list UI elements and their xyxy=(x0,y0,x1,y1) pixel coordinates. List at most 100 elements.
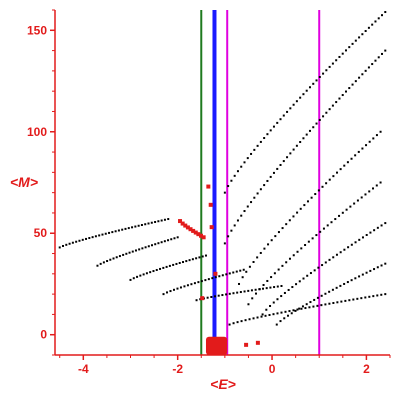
black-data-point xyxy=(163,240,166,243)
black-data-point xyxy=(214,295,217,298)
black-data-point xyxy=(246,157,249,160)
black-data-point xyxy=(236,170,239,173)
black-data-point xyxy=(384,11,387,14)
black-data-point xyxy=(157,242,160,245)
black-data-point xyxy=(172,263,175,266)
black-data-point xyxy=(163,218,166,221)
black-data-point xyxy=(325,182,328,185)
black-data-point xyxy=(269,304,272,307)
black-data-point xyxy=(306,200,309,203)
black-data-point xyxy=(262,283,265,286)
black-data-point xyxy=(299,141,302,144)
black-data-point xyxy=(112,257,115,260)
black-data-point xyxy=(162,266,165,269)
black-data-point xyxy=(200,280,203,283)
black-data-point xyxy=(223,191,226,194)
black-data-point xyxy=(310,196,313,199)
x-tick-label: -2 xyxy=(172,362,183,376)
black-data-point xyxy=(264,314,267,317)
black-data-point xyxy=(232,271,235,274)
black-data-point xyxy=(292,103,295,106)
black-data-point xyxy=(311,237,314,240)
black-data-point xyxy=(198,256,201,259)
black-data-point xyxy=(324,292,327,295)
black-data-point xyxy=(312,82,315,85)
black-data-point xyxy=(115,256,118,259)
black-data-point xyxy=(241,276,244,279)
black-data-point xyxy=(228,272,231,275)
black-data-point xyxy=(335,253,338,256)
black-data-point xyxy=(247,289,250,292)
red-data-point xyxy=(183,223,188,228)
black-data-point xyxy=(273,286,276,289)
black-data-point xyxy=(244,319,247,322)
black-data-point xyxy=(375,134,378,137)
black-data-point xyxy=(348,299,351,302)
black-data-point xyxy=(331,62,334,65)
black-data-point xyxy=(344,49,347,52)
red-data-point xyxy=(185,225,190,230)
black-data-point xyxy=(210,295,213,298)
black-data-point xyxy=(376,294,379,297)
black-data-point xyxy=(273,272,276,275)
black-data-point xyxy=(250,152,253,155)
black-data-point xyxy=(134,249,137,252)
black-data-point xyxy=(266,133,269,136)
black-data-point xyxy=(256,316,259,319)
black-data-point xyxy=(372,137,375,140)
black-data-point xyxy=(299,96,302,99)
black-data-point xyxy=(62,244,65,247)
black-data-point xyxy=(295,283,298,286)
black-data-point xyxy=(308,86,311,89)
red-point-cluster xyxy=(205,336,228,355)
black-data-point xyxy=(230,179,233,182)
black-data-point xyxy=(302,93,305,96)
red-data-point xyxy=(255,340,260,345)
black-data-point xyxy=(176,236,179,239)
black-data-point xyxy=(259,140,262,143)
black-data-point xyxy=(111,231,114,234)
black-data-point xyxy=(151,244,154,247)
black-data-point xyxy=(274,235,277,238)
black-data-point xyxy=(178,261,181,264)
black-data-point xyxy=(197,281,200,284)
black-data-point xyxy=(279,163,282,166)
black-data-point xyxy=(68,242,71,245)
black-data-point xyxy=(227,235,230,238)
black-data-point xyxy=(358,275,361,278)
black-data-point xyxy=(365,271,368,274)
red-data-point xyxy=(213,271,218,276)
black-data-point xyxy=(354,80,357,83)
black-data-point xyxy=(88,237,91,240)
black-data-point xyxy=(380,293,383,296)
black-data-point xyxy=(150,221,153,224)
black-data-point xyxy=(272,171,275,174)
black-series xyxy=(58,11,387,326)
black-data-point xyxy=(253,148,256,151)
black-data-point xyxy=(317,189,320,192)
black-data-point xyxy=(377,17,380,20)
black-data-point xyxy=(269,129,272,132)
black-data-point xyxy=(364,69,367,72)
red-data-point xyxy=(196,232,201,237)
axes: -4 -2 0 2 0 50 100 150 xyxy=(27,9,391,376)
black-data-point xyxy=(328,290,331,293)
black-data-point xyxy=(147,222,150,225)
black-data-point xyxy=(325,111,328,114)
black-data-point xyxy=(304,244,307,247)
black-data-point xyxy=(328,258,331,261)
black-data-point xyxy=(286,156,289,159)
black-data-point xyxy=(228,292,231,295)
black-data-point xyxy=(225,293,228,296)
black-data-point xyxy=(340,300,343,303)
black-data-point xyxy=(300,307,303,310)
black-data-point xyxy=(263,184,266,187)
black-data-point xyxy=(98,234,101,237)
black-data-point xyxy=(272,125,275,128)
black-data-point xyxy=(292,309,295,312)
black-data-point xyxy=(321,185,324,188)
black-data-point xyxy=(346,281,349,284)
black-data-point xyxy=(236,291,239,294)
black-data-point xyxy=(295,100,298,103)
black-data-point xyxy=(349,205,352,208)
